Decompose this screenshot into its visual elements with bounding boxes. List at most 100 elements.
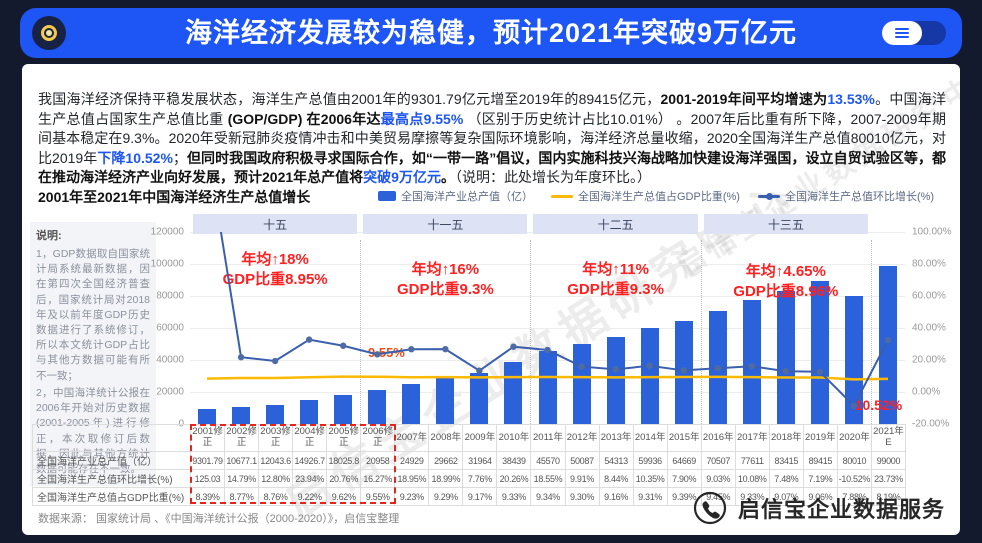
table-value-cell: 50087 [565,452,600,470]
chart-bar [266,404,285,424]
target-icon-ring [41,25,57,41]
table-value-cell: 8.77% [225,488,260,506]
table-value-cell: 77611 [735,452,770,470]
chart-title: 2001年至2021年中国海洋经济生产总值增长 [38,189,311,205]
period-annotation: 年均↑11% GDP比重9.3% [567,261,664,298]
paragraph-span: 。 [440,169,455,186]
menu-toggle[interactable] [882,21,946,45]
table-value-cell: 9.62% [327,488,362,506]
table-value-cell: 9.29% [429,488,464,506]
table-value-cell: 80010 [837,452,872,470]
year-header-cell: 2014年 [633,425,668,452]
table-value-cell: -10.52% [837,470,872,488]
year-header-cell: 2017年 [735,425,770,452]
left-axis-tick: 20000 [156,386,184,398]
table-value-cell: 7.48% [769,470,804,488]
table-value-cell: 20.26% [497,470,532,488]
left-axis-tick: 120000 [150,226,184,238]
table-value-cell: 9.30% [565,488,600,506]
table-value-cell: 23.94% [293,470,328,488]
legend-item-bar[interactable]: 全国海洋产业总产值（亿） [378,188,533,204]
table-value-cell: 70507 [701,452,736,470]
table-value-cell: 7.90% [667,470,702,488]
year-header-cell: 2010年 [497,425,532,452]
table-value-cell: 89415 [803,452,838,470]
row-label: 全国海洋生产总值占GDP比重(%) [33,488,191,506]
table-value-cell: 59936 [633,452,668,470]
year-header-cell: 2015年 [667,425,702,452]
row-label: 全国海洋生产总值环比增长(%) [33,470,191,488]
brand-name: 启信宝企业数据服务 [738,497,946,522]
chart-bar [810,280,829,424]
right-axis-tick: 40.00% [912,322,946,334]
period-annotation: 年均↑18% GDP比重8.95% [222,251,328,288]
table-value-cell: 9.34% [531,488,566,506]
paragraph-span: 13.53% [827,91,875,107]
chart-bar [470,372,489,424]
bar-swatch-icon [378,191,396,201]
blue-line-swatch-icon [757,192,780,200]
target-icon [32,16,66,50]
table-value-cell: 10.35% [633,470,668,488]
row-label: 全国海洋产业总产值（亿） [33,452,191,470]
year-header-cell: 2011年 [531,425,566,452]
table-value-cell: 9.06% [803,488,838,506]
table-value-cell: 8.19% [871,488,906,506]
table-value-cell: 83415 [769,452,804,470]
paragraph-span: (GOP/GDP) 在2006年达 [223,110,381,127]
legend-item-gdp-line[interactable]: 全国海洋生产总值占GDP比重(%) [551,188,740,204]
period-annotation: 年均↑4.65% GDP比重8.96% [733,263,839,300]
gridline [190,264,905,265]
table-value-cell: 9.55% [361,488,396,506]
table-value-cell: 18.95% [395,470,430,488]
gridline [190,328,905,329]
period-separator [870,240,872,424]
table-value-cell: 9.31% [633,488,668,506]
table-value-cell: 10677.1 [225,452,260,470]
chart-bar [436,376,455,424]
table-value-cell: 16.27% [361,470,396,488]
paragraph-span: 。中国海洋生产总值占国家生产总值比重 [38,91,947,127]
period-separator [530,240,532,424]
hamburger-icon [895,28,909,40]
paragraph-span: （说明：此处增长为年度环比。） [454,169,651,186]
table-value-cell: 8.44% [599,470,634,488]
period-label-4: 十三五 [703,214,868,234]
table-value-cell: 64669 [667,452,702,470]
chart-bar [300,400,319,424]
period-label-3: 十二五 [533,214,698,234]
table-value-cell: 9.17% [463,488,498,506]
table-value-cell: 12.80% [259,470,294,488]
legend-label: 全国海洋生产总值环比增长(%) [784,191,935,203]
chart-bar [878,265,897,424]
table-value-cell: 99000 [871,452,906,470]
right-axis-tick: 60.00% [912,290,946,302]
table-value-cell: 9.03% [701,470,736,488]
year-header-cell: 2003修正 [259,425,294,452]
period-annotation: 年均↑16% GDP比重9.3% [396,261,494,298]
year-header-cell: 2004修正 [293,425,328,452]
year-header-cell: 2016年 [701,425,736,452]
table-value-cell: 125.03 [191,470,226,488]
paragraph-span: 2001-2019年间平均增速为 [660,91,828,107]
year-header-cell: 2012年 [565,425,600,452]
year-header-cell: 2007年 [395,425,430,452]
table-value-cell: 20958 [361,452,396,470]
table-value-cell: 9.22% [293,488,328,506]
analysis-paragraph: 我国海洋经济保持平稳发展状态，海洋生产总值由2001年的9301.79亿元增至2… [38,90,946,188]
left-axis-tick: 80000 [156,290,184,302]
chart-bar [334,395,353,424]
table-value-cell: 8.76% [259,488,294,506]
chart-bar [742,299,761,424]
table-value-cell: 18.55% [531,470,566,488]
left-axis-tick: 60000 [156,322,184,334]
target-icon-dot [46,30,52,36]
year-header-cell: 2019年 [803,425,838,452]
legend-item-yoy-line[interactable]: 全国海洋生产总值环比增长(%) [757,188,935,204]
gridline [190,296,905,297]
table-value-cell: 45570 [531,452,566,470]
paragraph-span: 但同时我国政府积极寻求国际合作，如“一带一路”倡议，国内实施科技兴海战略加快建设… [38,149,946,186]
table-value-cell: 18025.8 [327,452,362,470]
left-axis-tick: 100000 [150,258,184,270]
yoy-dip-label: -10.52% [850,397,903,413]
